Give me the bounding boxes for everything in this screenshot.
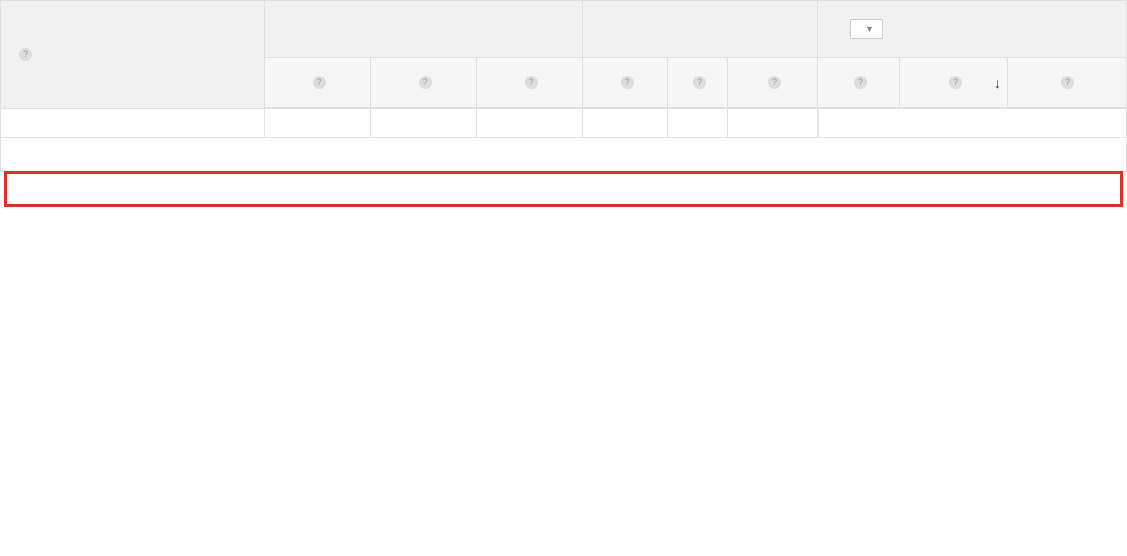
col-bounce[interactable] bbox=[583, 58, 668, 107]
table-row-highlighted bbox=[1, 138, 1126, 171]
help-icon[interactable] bbox=[949, 76, 962, 89]
col-avg-duration[interactable] bbox=[728, 58, 818, 107]
col-ecr[interactable] bbox=[818, 58, 900, 107]
help-icon[interactable] bbox=[621, 76, 634, 89]
column-subheaders: ↓ bbox=[265, 58, 1126, 108]
summary-users bbox=[265, 109, 371, 137]
analytics-table: ▼ ↓ bbox=[0, 0, 1127, 172]
help-icon[interactable] bbox=[854, 76, 867, 89]
summary-source-blank bbox=[1, 109, 265, 137]
summary-conversions-blank bbox=[818, 109, 1124, 137]
group-acquisition bbox=[265, 1, 583, 57]
summary-pages bbox=[668, 109, 728, 137]
col-revenue[interactable] bbox=[1008, 58, 1124, 107]
help-icon[interactable] bbox=[19, 48, 32, 61]
group-behavior bbox=[583, 1, 818, 57]
row-highlight-box bbox=[4, 171, 1123, 207]
summary-new-users bbox=[371, 109, 477, 137]
col-users[interactable] bbox=[265, 58, 371, 107]
help-icon[interactable] bbox=[313, 76, 326, 89]
col-new-users[interactable] bbox=[371, 58, 477, 107]
col-pages[interactable] bbox=[668, 58, 728, 107]
sort-desc-icon: ↓ bbox=[994, 75, 1001, 91]
summary-row bbox=[1, 109, 1126, 138]
column-group-header: ▼ ↓ bbox=[1, 1, 1126, 109]
help-icon[interactable] bbox=[768, 76, 781, 89]
summary-avg bbox=[728, 109, 818, 137]
conversions-select[interactable]: ▼ bbox=[850, 19, 883, 39]
summary-bounce bbox=[583, 109, 668, 137]
column-header-source-medium[interactable] bbox=[1, 1, 265, 108]
help-icon[interactable] bbox=[525, 76, 538, 89]
caret-down-icon: ▼ bbox=[865, 24, 874, 34]
col-transactions[interactable]: ↓ bbox=[900, 58, 1008, 107]
help-icon[interactable] bbox=[419, 76, 432, 89]
help-icon[interactable] bbox=[1061, 76, 1074, 89]
summary-sessions bbox=[477, 109, 583, 137]
help-icon[interactable] bbox=[693, 76, 706, 89]
col-sessions[interactable] bbox=[477, 58, 583, 107]
rows-container bbox=[1, 138, 1126, 171]
